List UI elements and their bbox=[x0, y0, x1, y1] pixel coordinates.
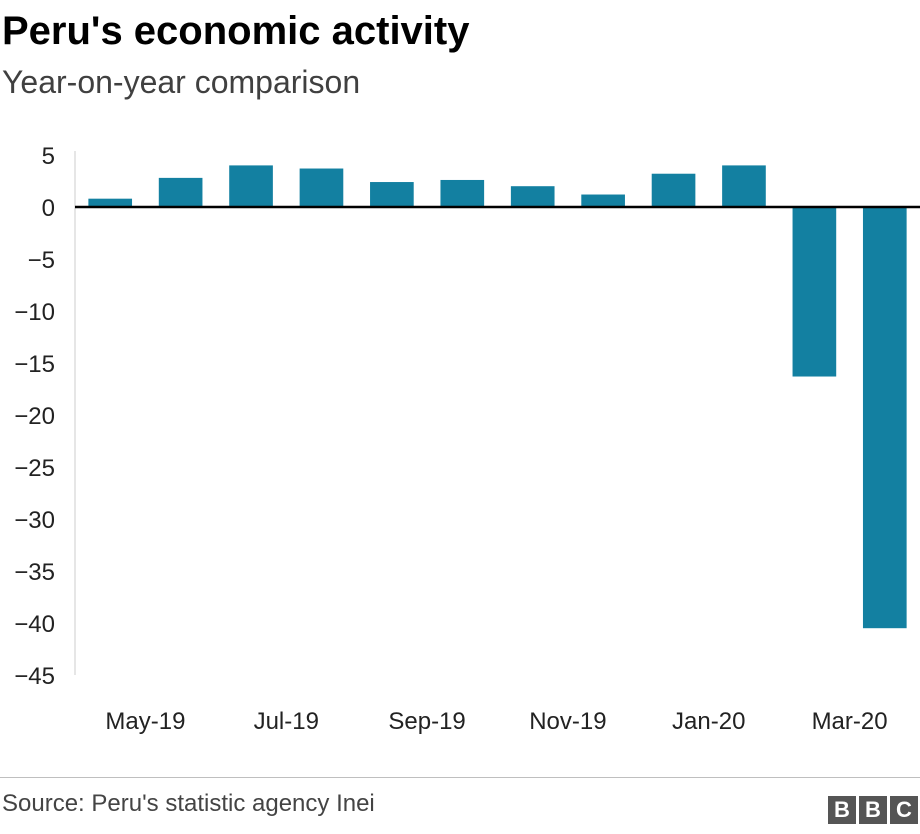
bars bbox=[88, 165, 907, 629]
x-tick-label: Jul-19 bbox=[254, 708, 319, 735]
chart-title: Peru's economic activity bbox=[2, 9, 470, 53]
bar-May-19 bbox=[88, 198, 133, 207]
source-note: Source: Peru's statistic agency Inei bbox=[2, 790, 375, 817]
x-tick-label: Nov-19 bbox=[529, 708, 606, 735]
y-tick-label: −15 bbox=[14, 351, 55, 378]
y-tick-labels: 5 0 −5 −10 −15 −20 −25 −30 −35 −40 −45 bbox=[14, 143, 55, 690]
bbc-logo: B B C bbox=[828, 796, 918, 824]
y-tick-label: −40 bbox=[14, 611, 55, 638]
y-tick-label: −30 bbox=[14, 507, 55, 534]
bar-Oct-19 bbox=[440, 179, 485, 207]
x-tick-label: Jan-20 bbox=[672, 708, 745, 735]
y-tick-label: −45 bbox=[14, 663, 55, 690]
bbc-logo-letter: C bbox=[890, 796, 918, 824]
bar-Sep-19 bbox=[370, 182, 414, 207]
bar-Aug-19 bbox=[299, 168, 344, 207]
bar-chart: 5 0 −5 −10 −15 −20 −25 −30 −35 −40 −45 May-19 Jul-1… bbox=[14, 143, 920, 735]
bar-Feb-20 bbox=[722, 165, 766, 207]
y-tick-label: 5 bbox=[42, 143, 55, 170]
y-tick-label: −5 bbox=[28, 247, 55, 274]
bar-Jul-19 bbox=[229, 165, 273, 207]
y-tick-label: −35 bbox=[14, 559, 55, 586]
x-tick-label: Sep-19 bbox=[388, 708, 465, 735]
y-tick-label: −10 bbox=[14, 299, 55, 326]
x-tick-labels: May-19 Jul-19 Sep-19 Nov-19 Jan-20 Mar-20 bbox=[105, 708, 887, 735]
bbc-logo-letter: B bbox=[859, 796, 887, 824]
y-tick-label: −20 bbox=[14, 403, 55, 430]
y-tick-label: 0 bbox=[42, 195, 55, 222]
x-tick-label: May-19 bbox=[105, 708, 185, 735]
bar-Dec-19 bbox=[581, 194, 625, 207]
bar-Mar-20 bbox=[792, 207, 837, 377]
y-tick-label: −25 bbox=[14, 455, 55, 482]
chart-subtitle: Year-on-year comparison bbox=[2, 64, 361, 100]
footer-divider bbox=[0, 777, 920, 778]
bar-Nov-19 bbox=[510, 186, 555, 207]
bar-Apr-20 bbox=[862, 207, 907, 629]
bbc-logo-letter: B bbox=[828, 796, 856, 824]
bar-Jun-19 bbox=[158, 177, 203, 207]
x-tick-label: Mar-20 bbox=[812, 708, 888, 735]
bar-Jan-20 bbox=[651, 173, 696, 207]
